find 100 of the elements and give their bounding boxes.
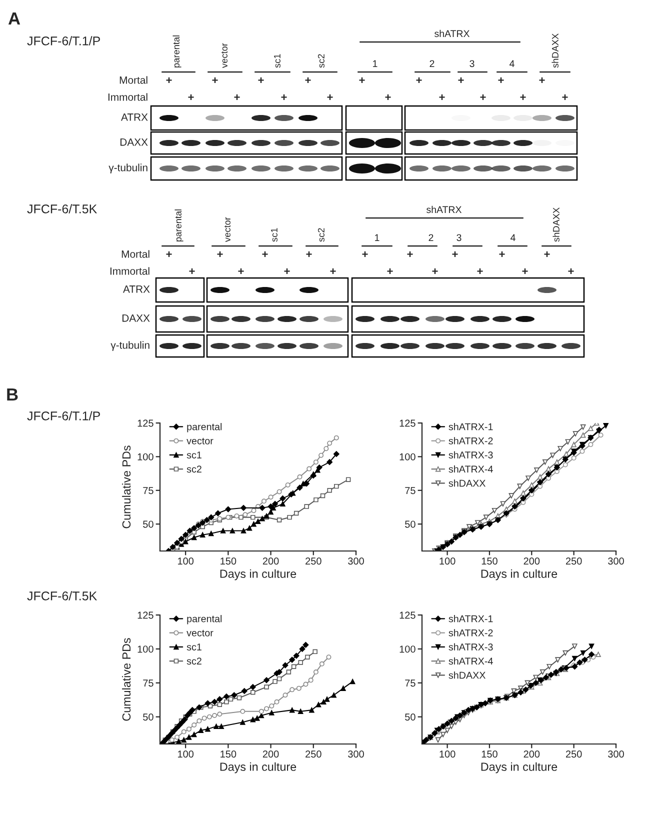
y-tick-label: 50 xyxy=(143,713,154,721)
text: + xyxy=(387,268,393,274)
legend-label: vector xyxy=(186,630,214,636)
text: shATRX xyxy=(434,30,470,38)
legend-label: shATRX-2 xyxy=(448,629,493,636)
text: + xyxy=(480,94,486,100)
x-tick-label: 100 xyxy=(178,750,194,758)
text: 2 xyxy=(430,60,434,67)
legend-label: vector xyxy=(186,438,214,444)
text: + xyxy=(539,77,545,83)
chart-title: JFCF-6/T.5K xyxy=(27,591,97,600)
legend-label: shDAXX xyxy=(448,479,486,487)
x-tick-label: 200 xyxy=(524,558,540,565)
y-tick-label: 50 xyxy=(143,520,154,528)
text: + xyxy=(305,77,311,83)
text: + xyxy=(439,94,445,100)
x-tick-label: 300 xyxy=(608,558,624,565)
text: sc2 xyxy=(318,54,324,68)
text: + xyxy=(477,268,483,274)
text: + xyxy=(166,251,172,257)
legend-label: sc1 xyxy=(186,644,202,650)
legend-label: shATRX-3 xyxy=(448,643,493,650)
y-tick-label: 50 xyxy=(405,713,416,721)
legend-label: sc2 xyxy=(186,466,202,473)
x-tick-label: 100 xyxy=(440,558,456,565)
y-tick-label: 75 xyxy=(143,680,154,687)
text: parental xyxy=(172,35,182,68)
text: vector xyxy=(221,43,228,68)
x-tick-label: 200 xyxy=(262,558,279,565)
text: + xyxy=(327,94,333,100)
text: + xyxy=(189,268,195,274)
x-tick-label: 100 xyxy=(178,558,194,565)
text: 4 xyxy=(510,60,514,67)
text: + xyxy=(330,268,336,274)
text: 3 xyxy=(470,60,474,68)
text: Mortal xyxy=(122,250,150,258)
text: B xyxy=(7,388,18,400)
text: 2 xyxy=(428,234,434,241)
x-tick-label: 150 xyxy=(220,558,236,565)
text: + xyxy=(544,251,550,257)
text: sc1 xyxy=(274,54,280,68)
y-tick-label: 125 xyxy=(400,420,416,427)
x-tick-label: 250 xyxy=(306,750,322,758)
y-tick-label: 75 xyxy=(143,487,154,494)
x-tick-label: 300 xyxy=(608,750,624,758)
text: 1 xyxy=(373,60,378,67)
legend-label: shATRX-3 xyxy=(448,451,493,458)
text: Immortal xyxy=(108,93,148,101)
legend-label: shATRX-1 xyxy=(448,615,493,622)
x-tick-label: 250 xyxy=(566,750,582,758)
text: JFCF-6/T.1/P xyxy=(27,36,100,46)
y-tick-label: 75 xyxy=(405,487,416,494)
y-axis-title: Cumulative PDs xyxy=(122,638,131,721)
text: + xyxy=(499,251,505,257)
x-tick-label: 300 xyxy=(348,750,364,758)
legend-label: shATRX-1 xyxy=(448,423,493,430)
text: + xyxy=(522,268,528,274)
text: shDAXX xyxy=(552,34,558,68)
text: + xyxy=(562,94,568,100)
x-tick-label: 250 xyxy=(306,558,322,565)
text: Mortal xyxy=(120,76,148,84)
legend-label: shATRX-2 xyxy=(448,437,493,444)
text: sc1 xyxy=(271,228,278,242)
x-axis-title: Days in culture xyxy=(220,762,296,774)
text: + xyxy=(458,77,464,83)
y-tick-label: 125 xyxy=(400,612,416,619)
x-tick-label: 200 xyxy=(524,750,540,758)
text: vector xyxy=(224,217,230,242)
x-axis-title: Days in culture xyxy=(481,569,558,580)
text: sc2 xyxy=(318,228,324,242)
text: shATRX xyxy=(426,206,462,214)
x-tick-label: 150 xyxy=(482,558,498,565)
text: 4 xyxy=(510,234,516,241)
y-tick-label: 75 xyxy=(405,680,416,687)
x-tick-label: 100 xyxy=(440,750,456,758)
text: DAXX xyxy=(120,138,148,146)
legend-label: parental xyxy=(187,423,222,432)
legend-label: shATRX-4 xyxy=(448,465,493,473)
legend-label: shDAXX xyxy=(448,671,486,679)
text: + xyxy=(498,77,504,83)
text: + xyxy=(416,77,422,83)
text: + xyxy=(407,251,413,257)
text: 3 xyxy=(456,234,462,242)
text: + xyxy=(188,94,194,100)
text: + xyxy=(359,77,365,83)
text: parental xyxy=(174,209,184,242)
x-tick-label: 200 xyxy=(262,750,279,758)
x-tick-label: 300 xyxy=(348,558,364,565)
text: 1 xyxy=(375,234,380,241)
text: + xyxy=(281,94,287,100)
text: + xyxy=(258,77,264,83)
legend-label: parental xyxy=(187,615,222,624)
text: + xyxy=(432,268,438,274)
y-tick-label: 100 xyxy=(138,646,154,653)
text: + xyxy=(520,94,526,100)
x-tick-label: 250 xyxy=(566,558,582,565)
y-tick-label: 100 xyxy=(400,646,416,653)
text: + xyxy=(452,251,458,257)
y-tick-label: 50 xyxy=(405,520,416,528)
y-tick-label: 125 xyxy=(138,612,154,619)
